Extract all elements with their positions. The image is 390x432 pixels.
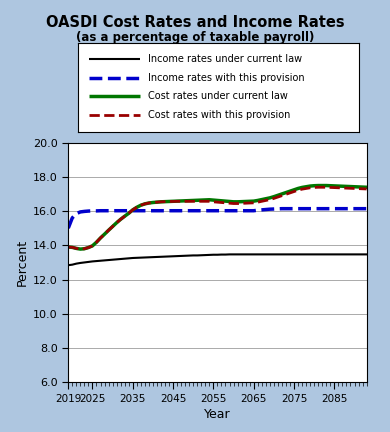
Y-axis label: Percent: Percent [16, 239, 29, 286]
Text: (as a percentage of taxable payroll): (as a percentage of taxable payroll) [76, 31, 314, 44]
Text: Cost rates with this provision: Cost rates with this provision [148, 110, 291, 120]
Text: Cost rates under current law: Cost rates under current law [148, 91, 288, 102]
Text: Income rates under current law: Income rates under current law [148, 54, 302, 64]
X-axis label: Year: Year [204, 408, 231, 421]
Text: Income rates with this provision: Income rates with this provision [148, 73, 305, 83]
Text: OASDI Cost Rates and Income Rates: OASDI Cost Rates and Income Rates [46, 15, 344, 30]
